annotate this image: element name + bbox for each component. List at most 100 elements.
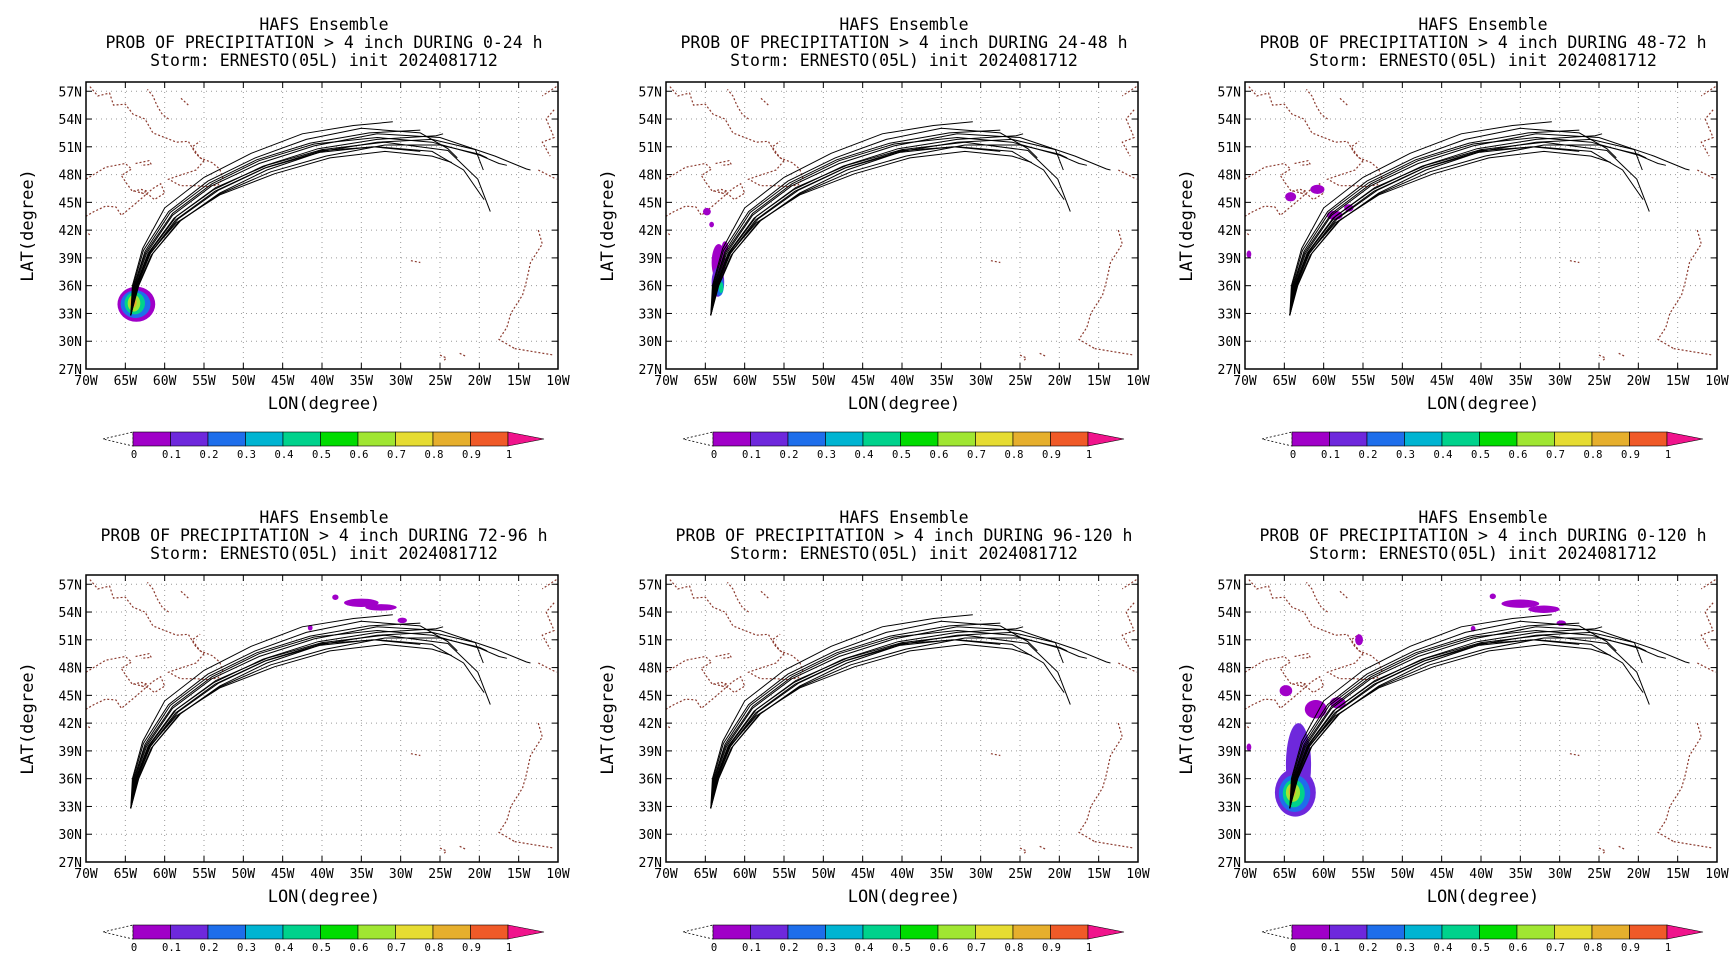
ensemble-track bbox=[1289, 626, 1690, 809]
lon-tick-label: 35W bbox=[1509, 374, 1533, 389]
colorbar-tick-label: 0.2 bbox=[780, 449, 799, 461]
coastline bbox=[89, 579, 205, 655]
colorbar-tick-label: 0.4 bbox=[275, 449, 294, 461]
lon-tick-label: 10W bbox=[546, 374, 570, 389]
colorbar-tick-label: 0.4 bbox=[1434, 449, 1453, 461]
ensemble-track bbox=[1289, 626, 1603, 809]
precip-probability-area bbox=[1246, 250, 1252, 258]
title-storm: Storm: ERNESTO(05L) init 2024081712 bbox=[730, 544, 1078, 563]
coastline bbox=[1292, 681, 1309, 687]
colorbar-segment bbox=[470, 431, 509, 447]
lat-tick-label: 48N bbox=[1218, 169, 1241, 184]
ensemble-track bbox=[1289, 146, 1644, 316]
colorbar-tick-label: 0.6 bbox=[350, 449, 369, 461]
colorbar-over-triangle bbox=[1666, 924, 1704, 940]
colorbar-segment bbox=[825, 431, 864, 447]
colorbar-segment bbox=[862, 431, 901, 447]
colorbar-segment bbox=[1050, 431, 1089, 447]
lon-tick-label: 60W bbox=[153, 867, 177, 882]
lon-tick-label: 25W bbox=[1008, 867, 1032, 882]
colorbar-over-triangle bbox=[1087, 924, 1125, 940]
lon-tick-label: 55W bbox=[192, 867, 216, 882]
coastline bbox=[1294, 160, 1312, 166]
colorbar-tick-label: 0.3 bbox=[1396, 942, 1415, 954]
lat-tick-label: 33N bbox=[1218, 307, 1241, 322]
coastline bbox=[1094, 348, 1135, 356]
colorbar-tick-label: 0.4 bbox=[1434, 942, 1453, 954]
lon-tick-label: 10W bbox=[1126, 867, 1150, 882]
coastline bbox=[1697, 662, 1716, 673]
coastline bbox=[1700, 86, 1716, 97]
colorbar-segment bbox=[1516, 431, 1555, 447]
lat-tick-label: 30N bbox=[1218, 828, 1241, 843]
colorbar-tick-label: 0.7 bbox=[387, 942, 406, 954]
colorbar-segment bbox=[1012, 431, 1051, 447]
coastline bbox=[669, 86, 785, 162]
lat-tick-label: 30N bbox=[59, 335, 82, 350]
colorbar-tick-label: 0 bbox=[711, 942, 717, 954]
ensemble-track bbox=[1289, 144, 1647, 316]
y-axis-label: LAT(degree) bbox=[598, 662, 618, 775]
lon-tick-label: 15W bbox=[1666, 374, 1690, 389]
lon-tick-label: 15W bbox=[507, 374, 531, 389]
colorbar-tick-label: 0.1 bbox=[1321, 449, 1340, 461]
lon-tick-label: 15W bbox=[1087, 374, 1111, 389]
coastline bbox=[990, 260, 1001, 264]
title-storm: Storm: ERNESTO(05L) init 2024081712 bbox=[150, 544, 498, 563]
coastline bbox=[1697, 169, 1716, 180]
lon-tick-label: 25W bbox=[428, 867, 452, 882]
lat-tick-label: 57N bbox=[639, 578, 662, 593]
lon-tick-label: 60W bbox=[153, 374, 177, 389]
colorbar-tick-label: 0.8 bbox=[1584, 942, 1603, 954]
lon-tick-label: 20W bbox=[1048, 867, 1072, 882]
ensemble-track bbox=[710, 141, 1071, 316]
ensemble-track bbox=[130, 146, 485, 316]
lon-tick-label: 60W bbox=[733, 374, 757, 389]
colorbar-segment bbox=[1366, 924, 1405, 940]
coastline bbox=[541, 109, 555, 157]
coastline bbox=[179, 590, 189, 599]
colorbar-segment bbox=[245, 924, 284, 940]
colorbar-segment bbox=[395, 924, 434, 940]
coastline bbox=[1245, 655, 1325, 710]
precip-probability-area bbox=[1344, 204, 1354, 212]
ensemble-track bbox=[1289, 150, 1611, 316]
ensemble-track bbox=[1289, 133, 1603, 316]
lon-tick-label: 65W bbox=[114, 374, 138, 389]
precip-probability-area bbox=[365, 604, 397, 611]
colorbar: 0 0.1 0.2 0.3 0.4 0.5 0.6 0.7 0.8 0.9 1 bbox=[102, 924, 545, 954]
colorbar-segment bbox=[320, 924, 359, 940]
ensemble-track bbox=[710, 133, 1111, 316]
coastline bbox=[1618, 352, 1625, 357]
ensemble-track bbox=[130, 146, 421, 316]
colorbar-segment bbox=[712, 924, 751, 940]
ensemble-track bbox=[130, 129, 421, 316]
coastline bbox=[439, 847, 448, 855]
lat-tick-label: 27N bbox=[639, 363, 662, 378]
coastline bbox=[86, 162, 166, 217]
lat-tick-label: 33N bbox=[1218, 800, 1241, 815]
coastline bbox=[146, 582, 169, 613]
colorbar-tick-label: 0.9 bbox=[462, 449, 481, 461]
precip-probability-area bbox=[332, 594, 339, 600]
lon-tick-label: 65W bbox=[114, 867, 138, 882]
colorbar-tick-label: 0.8 bbox=[425, 449, 444, 461]
lon-tick-label: 35W bbox=[350, 374, 374, 389]
colorbar-segment bbox=[1012, 924, 1051, 940]
colorbar-tick-label: 0.1 bbox=[162, 942, 181, 954]
coastline bbox=[759, 590, 769, 599]
lat-tick-label: 39N bbox=[639, 745, 662, 760]
lat-tick-label: 57N bbox=[1218, 85, 1241, 100]
colorbar-tick-label: 0.2 bbox=[200, 449, 219, 461]
colorbar-segment bbox=[132, 431, 171, 447]
colorbar-segment bbox=[282, 924, 321, 940]
lat-tick-label: 33N bbox=[639, 307, 662, 322]
colorbar-tick-label: 1 bbox=[1665, 449, 1671, 461]
ensemble-track bbox=[130, 620, 458, 809]
colorbar-tick-label: 0.1 bbox=[162, 449, 181, 461]
colorbar-tick-label: 1 bbox=[506, 942, 512, 954]
coastline bbox=[1019, 354, 1028, 362]
coastline bbox=[86, 655, 166, 710]
colorbar-segment bbox=[825, 924, 864, 940]
